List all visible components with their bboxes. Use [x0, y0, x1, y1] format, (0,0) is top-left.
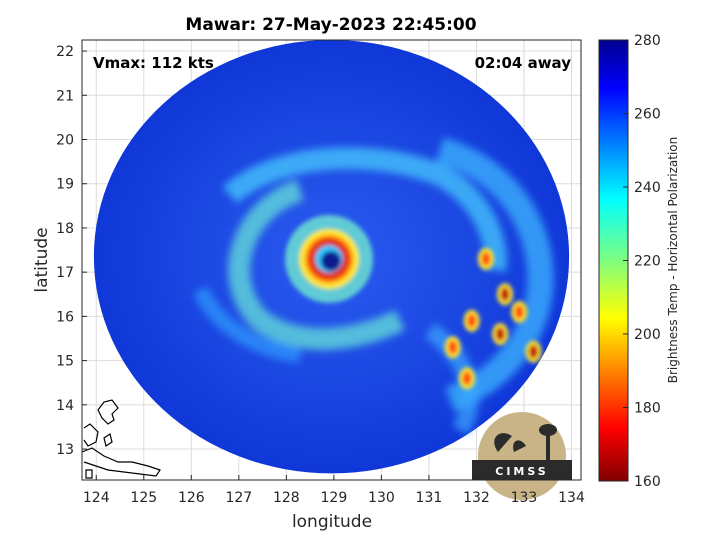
x-axis-label: longitude — [292, 512, 372, 532]
x-tick-label: 127 — [225, 490, 252, 506]
colorbar-tick-label: 200 — [634, 327, 661, 343]
plot-frame — [81, 39, 582, 481]
colorbar-tick-label: 220 — [634, 254, 661, 270]
logo-dish-2 — [513, 440, 526, 452]
y-axis: 13 14 15 16 17 18 19 20 21 22 — [56, 44, 87, 458]
convective-cells — [444, 247, 542, 390]
cimss-logo: CIMSS — [472, 412, 572, 500]
y-tick-label: 14 — [56, 398, 74, 414]
x-tick-label: 129 — [321, 490, 348, 506]
inner-band-west — [228, 179, 405, 350]
colorbar-ticks: 280 260 240 220 200 180 160 — [623, 33, 661, 490]
colorbar-tick-label: 240 — [634, 180, 661, 196]
outer-band-north — [222, 147, 507, 272]
logo-banner — [472, 460, 572, 480]
y-tick-label: 18 — [56, 221, 74, 237]
chart-title: Mawar: 27-May-2023 22:45:00 — [185, 15, 476, 35]
y-tick-label: 20 — [56, 132, 74, 148]
plot-area: Vmax: 112 kts 02:04 away CIMSS 124 125 126… — [56, 39, 585, 506]
cold-cell-core — [514, 304, 524, 319]
x-tick-label: 126 — [178, 490, 205, 506]
colorbar-tick-label: 260 — [634, 107, 661, 123]
y-tick-label: 17 — [56, 265, 74, 281]
x-tick-label: 128 — [273, 490, 300, 506]
y-tick-label: 15 — [56, 354, 74, 370]
cold-cell-core — [467, 313, 477, 328]
y-tick-label: 19 — [56, 177, 74, 193]
band-southwest — [192, 286, 302, 363]
x-tick-label: 133 — [511, 490, 538, 506]
coast-island-mid — [83, 423, 99, 447]
eye — [321, 251, 341, 271]
coast-island-south — [82, 447, 161, 477]
eyewall — [285, 215, 373, 303]
logo-tower — [546, 428, 550, 460]
cold-cell-core — [495, 327, 505, 342]
colorbar-tick-label: 180 — [634, 401, 661, 417]
y-tick-label: 13 — [56, 442, 74, 458]
logo-dish-1 — [494, 433, 512, 452]
vmax-label: Vmax: 112 kts — [93, 54, 214, 72]
y-tick-label: 22 — [56, 44, 74, 60]
y-tick-label: 21 — [56, 88, 74, 104]
cold-cell-core — [500, 287, 510, 302]
coastline — [82, 399, 161, 479]
y-axis-label: latitude — [32, 227, 52, 292]
x-tick-label: 124 — [83, 490, 110, 506]
colorbar-tick-label: 160 — [634, 474, 661, 490]
y-tick-label: 16 — [56, 309, 74, 325]
logo-text: CIMSS — [495, 465, 548, 478]
x-tick-label: 130 — [368, 490, 395, 506]
outer-band-east — [436, 137, 554, 413]
cold-cell-core — [528, 344, 538, 359]
time-away-label: 02:04 away — [475, 54, 572, 72]
x-tick-label: 134 — [558, 490, 585, 506]
x-tick-label: 132 — [463, 490, 490, 506]
cold-cell-core — [462, 371, 472, 386]
coast-islet-1 — [103, 433, 113, 447]
x-tick-label: 131 — [416, 490, 443, 506]
brightness-field — [82, 40, 570, 479]
cold-cell-core — [448, 340, 458, 355]
colorbar: 280 260 240 220 200 180 160 Brightness Temp - … — [598, 33, 680, 490]
coast-island-north — [97, 399, 119, 425]
logo-tower-top — [539, 424, 557, 436]
colorbar-tick-label: 280 — [634, 33, 661, 49]
x-axis: 124 125 126 127 128 129 130 131 132 133 134 — [83, 475, 585, 506]
cold-cell-core — [481, 251, 491, 266]
colorbar-label: Brightness Temp - Horizontal Polarizatio… — [666, 137, 680, 384]
coast-islet-2 — [85, 469, 93, 479]
x-tick-label: 125 — [130, 490, 157, 506]
